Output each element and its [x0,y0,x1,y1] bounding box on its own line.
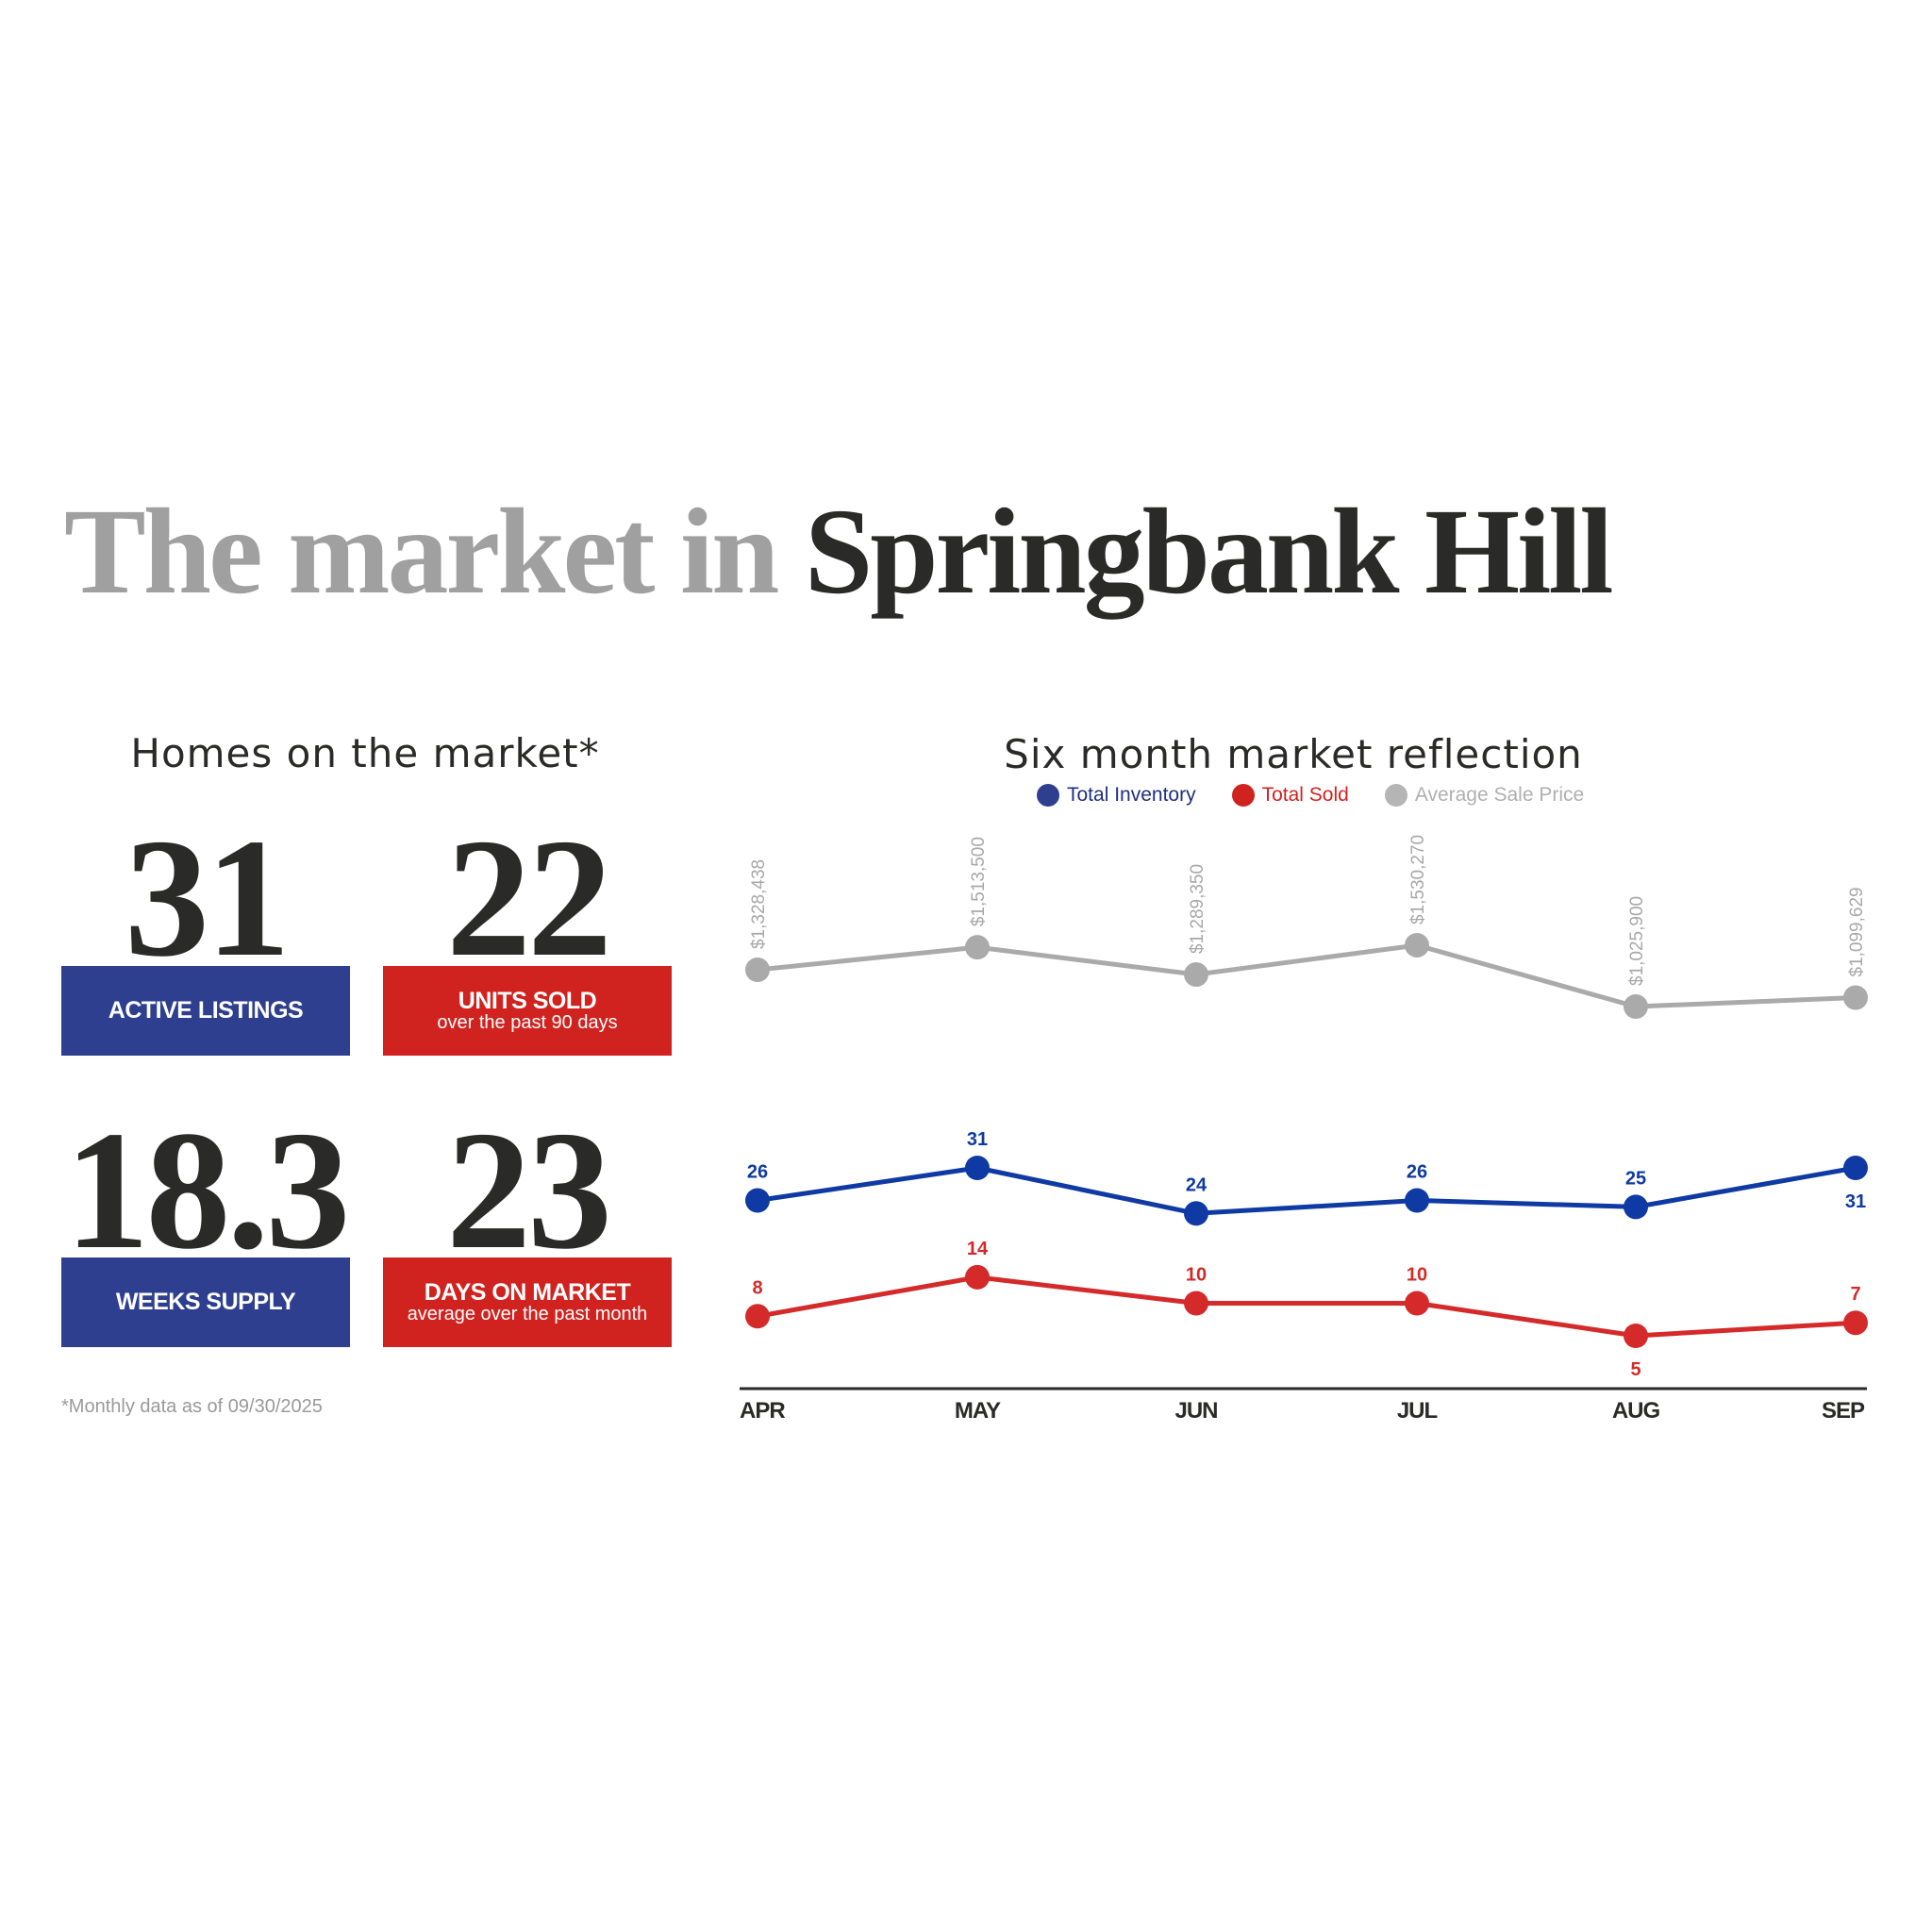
data-point [1405,932,1429,958]
legend-total-sold: Total Sold [1231,784,1349,807]
legend-dot-icon [1384,784,1407,807]
data-label: $1,289,350 [1188,864,1208,954]
days-on-market-box: DAYS ON MARKET average over the past mon… [383,1257,672,1347]
data-label: 10 [1407,1265,1427,1286]
active-listings-value: 31 [125,804,291,991]
data-label: $1,099,629 [1847,887,1867,976]
units-sold-value: 22 [446,804,612,991]
legend-label: Total Sold [1261,784,1349,806]
data-point [1843,985,1868,1010]
data-label: 14 [967,1239,989,1259]
data-label: $1,530,270 [1408,835,1428,924]
weeks-supply-box: WEEKS SUPPLY [61,1257,350,1347]
data-label: 10 [1186,1265,1207,1286]
page-title: The market in Springbank Hill [64,491,1857,613]
legend-dot-icon [1037,784,1059,807]
days-on-market-value: 23 [446,1096,612,1284]
data-label: 31 [1845,1191,1866,1212]
data-point [1624,1324,1648,1348]
days-on-market-sublabel: average over the past month [407,1304,648,1325]
x-tick-label: APR [740,1398,785,1424]
units-sold-box: UNITS SOLD over the past 90 days [383,966,672,1056]
data-point [1184,1291,1208,1316]
weeks-supply-value: 18.3 [64,1096,351,1284]
series-line [757,1274,1857,1339]
chart-legend: Total Inventory Total Sold Average Sale … [1037,784,1584,807]
weeks-supply-label: WEEKS SUPPLY [115,1289,296,1316]
data-label: 26 [1407,1162,1427,1183]
x-tick-label: SEP [1822,1398,1865,1424]
data-point [745,958,770,983]
data-point [1405,1291,1429,1316]
data-point [965,935,990,960]
legend-dot-icon [1231,784,1255,807]
x-tick-label: MAY [955,1398,1001,1424]
x-tick-label: JUN [1174,1398,1217,1424]
data-label: 24 [1186,1174,1208,1195]
x-tick-label: JUL [1397,1398,1438,1424]
homes-title: Homes on the market* [130,730,600,776]
active-listings-label: ACTIVE LISTINGS [108,997,304,1024]
data-label: 31 [967,1129,988,1150]
data-label: 26 [747,1162,768,1183]
data-point [1405,1188,1429,1213]
days-on-market-label: DAYS ON MARKET [424,1278,631,1306]
data-point [1843,1310,1868,1336]
data-point [745,1304,770,1329]
data-label: 7 [1850,1284,1860,1305]
data-label: $1,328,438 [749,859,769,949]
data-label: 25 [1625,1168,1646,1189]
data-label: 8 [752,1277,762,1298]
data-point [1624,994,1648,1019]
data-point [1843,1156,1868,1180]
legend-label: Total Inventory [1067,784,1196,806]
data-label: $1,025,900 [1627,896,1647,986]
data-point [1184,962,1208,988]
series-line [757,942,1857,1009]
x-tick-label: AUG [1612,1398,1660,1424]
legend-average-sale-price: Average Sale Price [1384,784,1585,807]
chart-title: Six month market reflection [1004,731,1583,777]
data-label: 5 [1630,1359,1641,1380]
data-point [1624,1194,1648,1220]
data-point [745,1188,770,1213]
title-dark: Springbank Hill [804,484,1614,620]
data-point [1184,1201,1208,1226]
legend-total-inventory: Total Inventory [1037,784,1196,807]
footnote: *Monthly data as of 09/30/2025 [61,1396,323,1417]
data-label: $1,513,500 [969,837,989,926]
legend-label: Average Sale Price [1414,784,1585,806]
title-light: The market in [64,484,779,620]
series-line [757,1165,1857,1216]
units-sold-label: UNITS SOLD [458,987,597,1014]
data-point [965,1264,990,1290]
active-listings-box: ACTIVE LISTINGS [61,966,350,1056]
units-sold-sublabel: over the past 90 days [437,1012,618,1034]
data-point [965,1156,990,1180]
